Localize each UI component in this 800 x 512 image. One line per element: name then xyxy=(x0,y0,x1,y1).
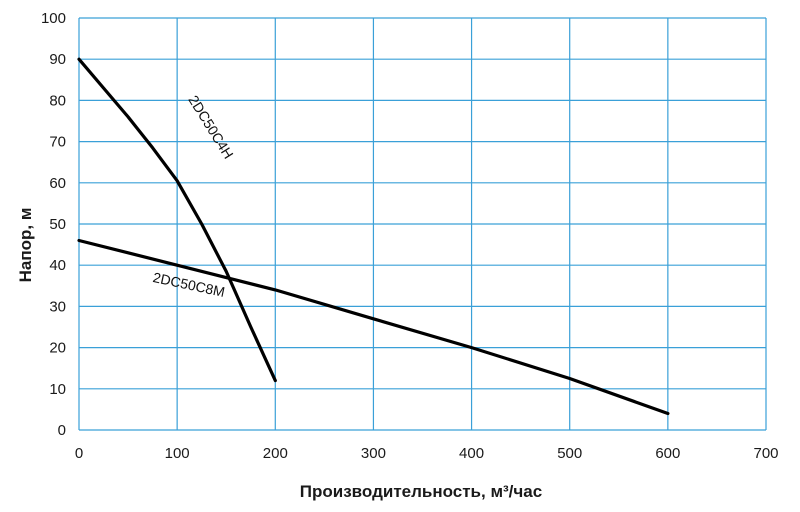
y-tick-label: 80 xyxy=(49,92,66,109)
tick-labels: 0 100 200 300 400 500 600 700 0 10 20 30 40 50 60 70 80 9… xyxy=(41,10,779,462)
x-tick-label: 200 xyxy=(263,445,288,462)
x-tick-label: 500 xyxy=(557,445,582,462)
x-tick-label: 300 xyxy=(361,445,386,462)
x-tick-label: 700 xyxy=(753,445,778,462)
y-tick-label: 70 xyxy=(49,134,66,151)
y-tick-label: 20 xyxy=(49,340,66,357)
y-tick-label: 10 xyxy=(49,381,66,398)
y-tick-label: 40 xyxy=(49,257,66,274)
y-tick-label: 50 xyxy=(49,216,66,233)
y-tick-label: 90 xyxy=(49,51,66,68)
x-tick-label: 100 xyxy=(165,445,190,462)
x-tick-label: 600 xyxy=(655,445,680,462)
grid xyxy=(78,17,767,431)
y-tick-label: 60 xyxy=(49,175,66,192)
x-axis-title: Производительность, м³/час xyxy=(300,482,542,501)
y-tick-label: 0 xyxy=(58,422,66,439)
x-tick-label: 0 xyxy=(75,445,83,462)
y-tick-label: 30 xyxy=(49,298,66,315)
series-label-2dc50c4h: 2DC50C4H xyxy=(185,92,237,161)
series-line-2dc50c4h xyxy=(77,57,277,383)
y-axis-title: Напор, м xyxy=(16,208,35,283)
series-line-2dc50c8m xyxy=(77,238,670,416)
x-tick-label: 400 xyxy=(459,445,484,462)
y-tick-label: 100 xyxy=(41,10,66,27)
series-lines xyxy=(77,57,670,416)
